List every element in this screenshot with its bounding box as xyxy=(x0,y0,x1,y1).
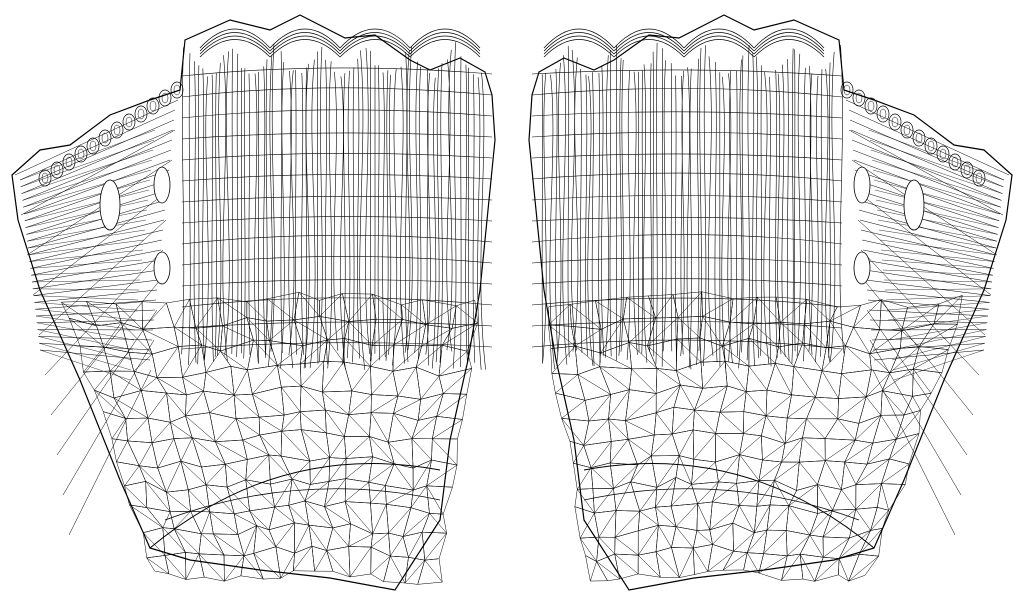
thumb-mesh xyxy=(14,99,179,536)
glove-wireframe-left xyxy=(11,14,496,591)
glove-wireframe-right xyxy=(528,14,1013,591)
opening xyxy=(903,179,925,231)
opening xyxy=(153,251,171,285)
lace-beads xyxy=(840,81,986,187)
finger-mesh xyxy=(531,28,845,370)
thumb-mesh xyxy=(845,99,1010,536)
palm-mesh xyxy=(548,291,963,582)
opening xyxy=(853,166,871,204)
opening xyxy=(153,166,171,204)
palm-mesh xyxy=(60,291,479,585)
finger-mesh xyxy=(181,28,493,370)
opening xyxy=(853,251,871,285)
lace-beads xyxy=(38,81,184,187)
opening xyxy=(99,179,121,231)
